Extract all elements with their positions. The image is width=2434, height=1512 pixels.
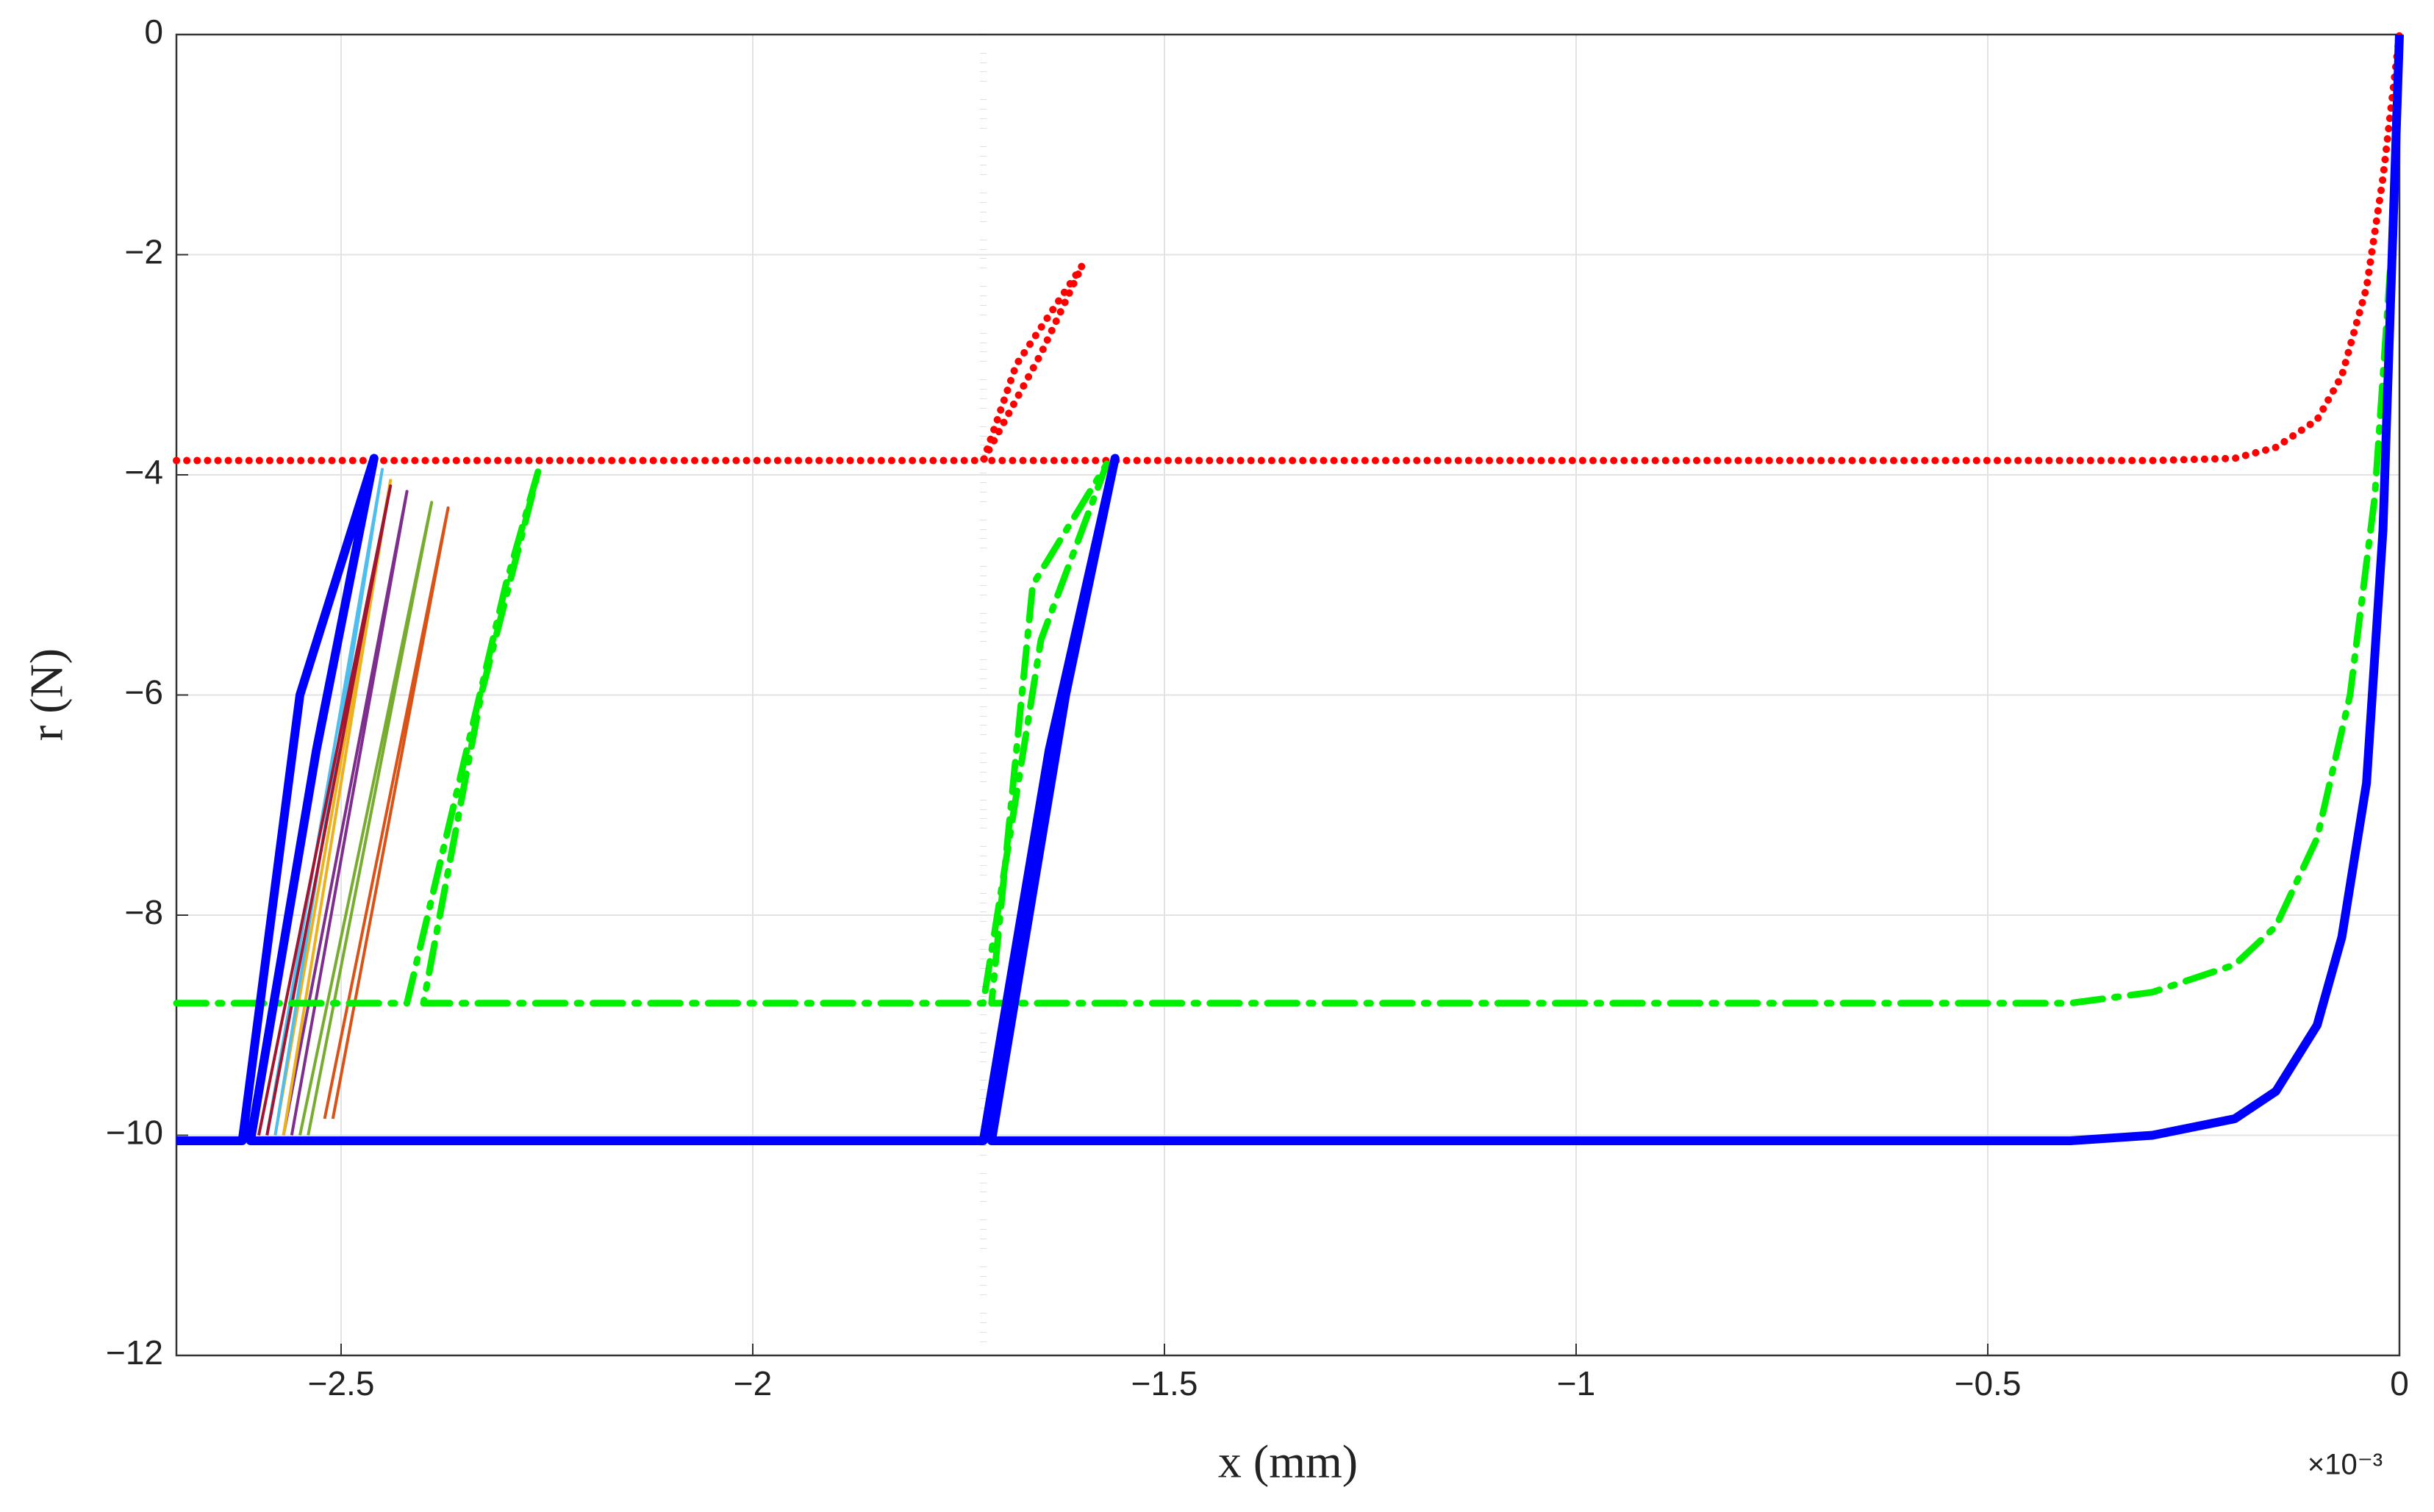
data-line [176, 34, 2404, 1145]
data-line [273, 479, 393, 1136]
data-line [323, 506, 450, 1119]
x-tick-label: −0.5 [1955, 1364, 2022, 1402]
data-line [173, 31, 2403, 1007]
x-tick-label: −2.5 [308, 1364, 375, 1402]
x-tick-label: −1 [1557, 1364, 1595, 1402]
y-tick-label: 0 [144, 12, 163, 51]
data-line [265, 467, 384, 1136]
y-axis-label: r (N) [21, 648, 73, 741]
y-tick-label: −2 [125, 233, 163, 271]
plot-frame [175, 33, 2401, 1357]
data-line [282, 490, 409, 1136]
y-tick-label: −12 [106, 1333, 163, 1372]
x-tick-label: 0 [2390, 1364, 2409, 1402]
y-tick-label: −10 [106, 1114, 163, 1152]
y-tick-label: −6 [125, 673, 163, 712]
x-tick-label: −2 [734, 1364, 772, 1402]
x-tick-label: −1.5 [1131, 1364, 1198, 1402]
y-tick-label: −8 [125, 893, 163, 931]
data-line [298, 501, 434, 1136]
data-line [257, 484, 393, 1136]
x-multiplier: ×10⁻³ [2308, 1449, 2383, 1481]
y-tick-label: −4 [125, 453, 163, 491]
data-line [173, 31, 2403, 465]
x-axis-label: x (mm) [1218, 1436, 1358, 1488]
